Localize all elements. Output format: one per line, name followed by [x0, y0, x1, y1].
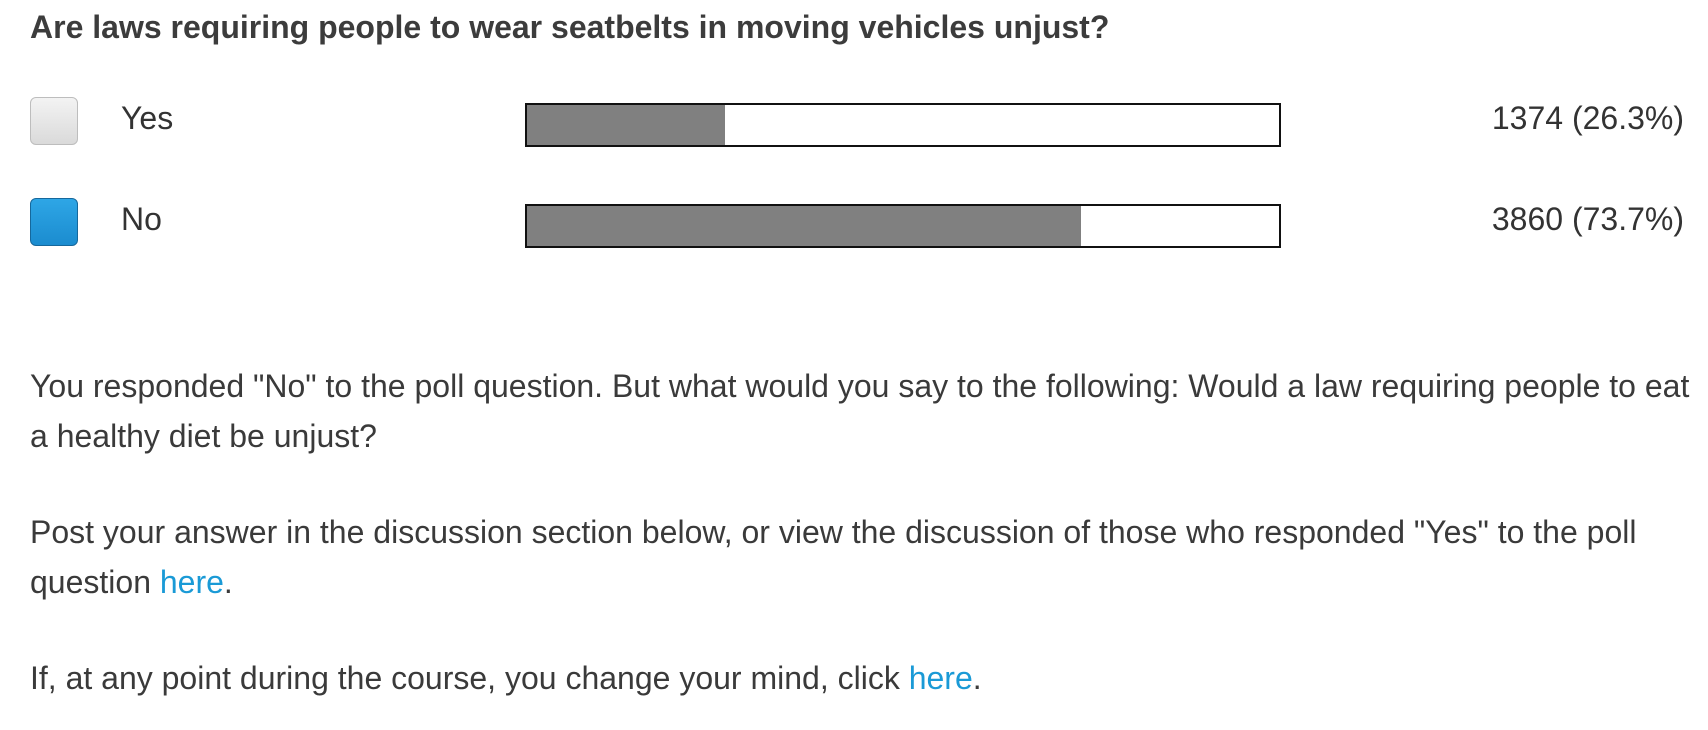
- checkbox-yes[interactable]: [30, 97, 78, 145]
- change-mind-text: If, at any point during the course, you …: [30, 660, 909, 696]
- view-discussion-link[interactable]: here: [159, 564, 224, 600]
- change-mind-prompt: If, at any point during the course, you …: [30, 653, 1690, 703]
- poll-option-no: No 3860 (73.7%): [0, 191, 1708, 251]
- result-bar-yes: [525, 103, 1281, 147]
- followup-question: You responded "No" to the poll question.…: [30, 368, 1690, 454]
- result-count-yes: 1374 (26.3%): [1491, 100, 1684, 136]
- change-mind-end: .: [972, 660, 982, 696]
- result-bar-no: [525, 204, 1281, 248]
- result-bar-fill-no: [527, 206, 1082, 246]
- poll-question: Are laws requiring people to wear seatbe…: [30, 9, 1110, 45]
- option-label-no: No: [121, 201, 162, 237]
- poll-option-yes: Yes 1374 (26.3%): [0, 90, 1708, 150]
- change-answer-link[interactable]: here: [908, 660, 973, 696]
- result-count-no: 3860 (73.7%): [1491, 201, 1684, 237]
- option-label-yes: Yes: [121, 100, 174, 136]
- discussion-prompt: Post your answer in the discussion secti…: [30, 507, 1690, 607]
- discussion-prompt-text: Post your answer in the discussion secti…: [30, 514, 1637, 600]
- checkbox-no[interactable]: [30, 198, 78, 246]
- discussion-prompt-end: .: [223, 564, 233, 600]
- result-bar-fill-yes: [527, 105, 725, 145]
